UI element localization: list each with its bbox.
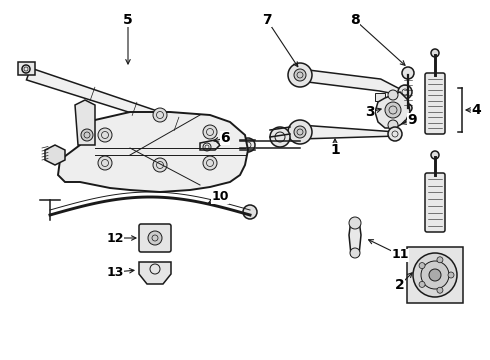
FancyBboxPatch shape: [425, 173, 445, 232]
Text: 2: 2: [395, 278, 405, 292]
Circle shape: [270, 127, 290, 147]
Text: 9: 9: [407, 113, 417, 127]
Circle shape: [437, 287, 443, 293]
Polygon shape: [299, 69, 400, 95]
Polygon shape: [26, 68, 242, 147]
Circle shape: [294, 126, 306, 138]
Circle shape: [288, 120, 312, 144]
Circle shape: [241, 138, 255, 152]
Circle shape: [437, 257, 443, 263]
Circle shape: [419, 262, 425, 269]
Text: 12: 12: [106, 231, 124, 244]
Polygon shape: [300, 125, 395, 139]
Circle shape: [402, 67, 414, 79]
Text: 3: 3: [365, 105, 375, 119]
Circle shape: [288, 63, 312, 87]
Circle shape: [448, 272, 454, 278]
Polygon shape: [18, 62, 35, 75]
Polygon shape: [45, 145, 65, 165]
Circle shape: [431, 49, 439, 57]
Circle shape: [350, 248, 360, 258]
Text: 11: 11: [391, 248, 409, 261]
Circle shape: [429, 269, 441, 281]
Circle shape: [419, 282, 425, 287]
Circle shape: [413, 253, 457, 297]
Circle shape: [388, 127, 402, 141]
Circle shape: [398, 85, 412, 99]
Circle shape: [148, 231, 162, 245]
Text: 4: 4: [471, 103, 481, 117]
Circle shape: [349, 217, 361, 229]
Text: 8: 8: [350, 13, 360, 27]
Polygon shape: [139, 262, 171, 284]
Polygon shape: [200, 140, 220, 150]
Circle shape: [81, 129, 93, 141]
Circle shape: [421, 261, 449, 289]
Circle shape: [203, 156, 217, 170]
Text: 6: 6: [220, 131, 230, 145]
Circle shape: [153, 108, 167, 122]
Text: 13: 13: [106, 266, 123, 279]
Polygon shape: [375, 92, 410, 128]
Polygon shape: [349, 220, 361, 255]
Circle shape: [431, 151, 439, 159]
Circle shape: [153, 158, 167, 172]
Polygon shape: [75, 100, 95, 145]
FancyBboxPatch shape: [139, 224, 171, 252]
Text: 10: 10: [211, 190, 229, 203]
Circle shape: [388, 90, 398, 100]
Circle shape: [385, 102, 401, 118]
Polygon shape: [375, 93, 385, 101]
Text: 1: 1: [330, 143, 340, 157]
Circle shape: [243, 205, 257, 219]
Circle shape: [98, 156, 112, 170]
Text: 5: 5: [123, 13, 133, 27]
Circle shape: [388, 120, 398, 130]
Circle shape: [404, 104, 412, 112]
Polygon shape: [407, 247, 463, 303]
Polygon shape: [58, 112, 248, 192]
Circle shape: [98, 128, 112, 142]
FancyBboxPatch shape: [425, 73, 445, 134]
Circle shape: [294, 69, 306, 81]
Text: 7: 7: [262, 13, 272, 27]
Circle shape: [203, 125, 217, 139]
